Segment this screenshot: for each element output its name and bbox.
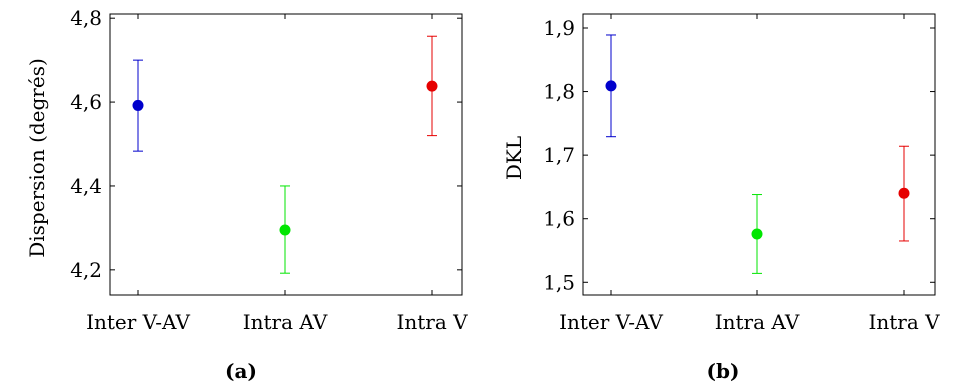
panel-b-x-ticks: Inter V-AV Intra AV Intra V [559, 14, 940, 334]
panel-a-x-ticks: Inter V-AV Intra AV Intra V [86, 14, 468, 334]
panel-a: 4,2 4,4 4,6 4,8 Inter V-AV Intra AV Intra V D… [25, 6, 468, 383]
x-tick-label: Intra V [396, 310, 468, 334]
x-tick-label: Inter V-AV [559, 310, 663, 334]
x-tick-label: Intra V [868, 310, 940, 334]
y-tick-label: 1,9 [543, 16, 575, 40]
panel-a-caption: (a) [225, 359, 257, 383]
panel-a-marks [132, 35, 438, 274]
x-tick-label: Intra AV [715, 310, 800, 334]
x-tick-label: Inter V-AV [86, 310, 190, 334]
data-point [751, 228, 763, 240]
data-point [279, 224, 291, 236]
y-tick-label: 1,8 [543, 80, 575, 104]
data-point [132, 99, 144, 111]
y-tick-label: 4,8 [70, 6, 102, 30]
panel-b-y-ticks: 1,5 1,6 1,7 1,8 1,9 [543, 16, 935, 294]
y-tick-label: 4,6 [70, 90, 102, 114]
panel-a-y-ticks: 4,2 4,4 4,6 4,8 [70, 6, 462, 282]
y-tick-label: 1,6 [543, 207, 575, 231]
y-tick-label: 4,4 [70, 174, 102, 198]
data-point [605, 80, 617, 92]
data-point [898, 187, 910, 199]
y-tick-label: 1,7 [543, 143, 575, 167]
panel-a-y-axis-label: Dispersion (degrés) [25, 58, 49, 258]
panel-a-frame [109, 13, 463, 296]
panel-b-y-axis-label: DKL [502, 136, 526, 180]
panel-b-frame [582, 13, 936, 296]
panel-b-marks [605, 34, 910, 274]
y-tick-label: 4,2 [70, 258, 102, 282]
data-point [426, 80, 438, 92]
x-tick-label: Intra AV [243, 310, 328, 334]
panel-b-caption: (b) [707, 359, 740, 383]
panel-b: 1,5 1,6 1,7 1,8 1,9 Inter V-AV Intra AV Intra … [502, 13, 940, 383]
y-tick-label: 1,5 [543, 270, 575, 294]
